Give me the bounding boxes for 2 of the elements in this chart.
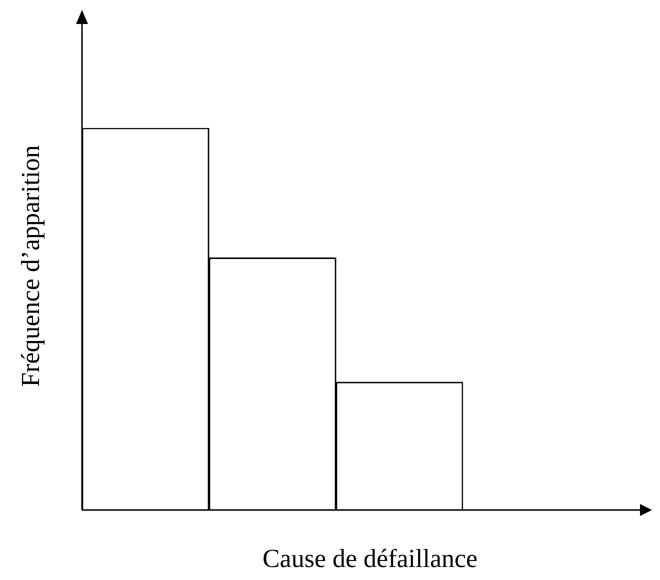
- x-axis-title: Cause de défaillance: [262, 544, 478, 573]
- y-axis-title: Fréquence d’apparition: [16, 145, 45, 387]
